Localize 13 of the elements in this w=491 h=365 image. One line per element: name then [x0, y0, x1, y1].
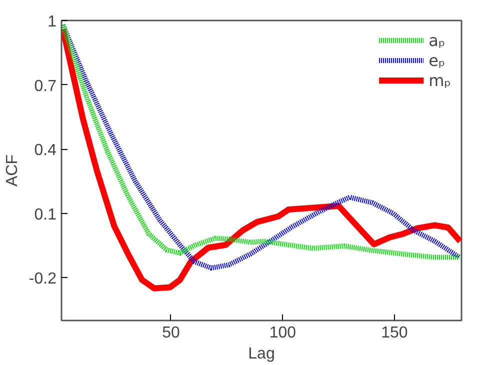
- y-tick-label: 0.4: [34, 142, 57, 160]
- x-axis-title: Lag: [248, 346, 275, 362]
- x-tick-label: 150: [381, 324, 408, 342]
- x-tick-label: 100: [269, 324, 296, 342]
- y-tick-label: 1: [48, 14, 57, 30]
- x-tick-label: 50: [162, 324, 180, 342]
- y-tick-label: 0.1: [34, 206, 57, 224]
- y-tick-label: -0.2: [28, 270, 57, 288]
- y-tick-label: 0.7: [34, 78, 57, 95]
- legend-label: mₚ: [428, 70, 451, 90]
- legend-label: eₚ: [428, 50, 446, 70]
- legend-label: aₚ: [428, 30, 446, 50]
- y-axis-title: ACF: [4, 154, 21, 186]
